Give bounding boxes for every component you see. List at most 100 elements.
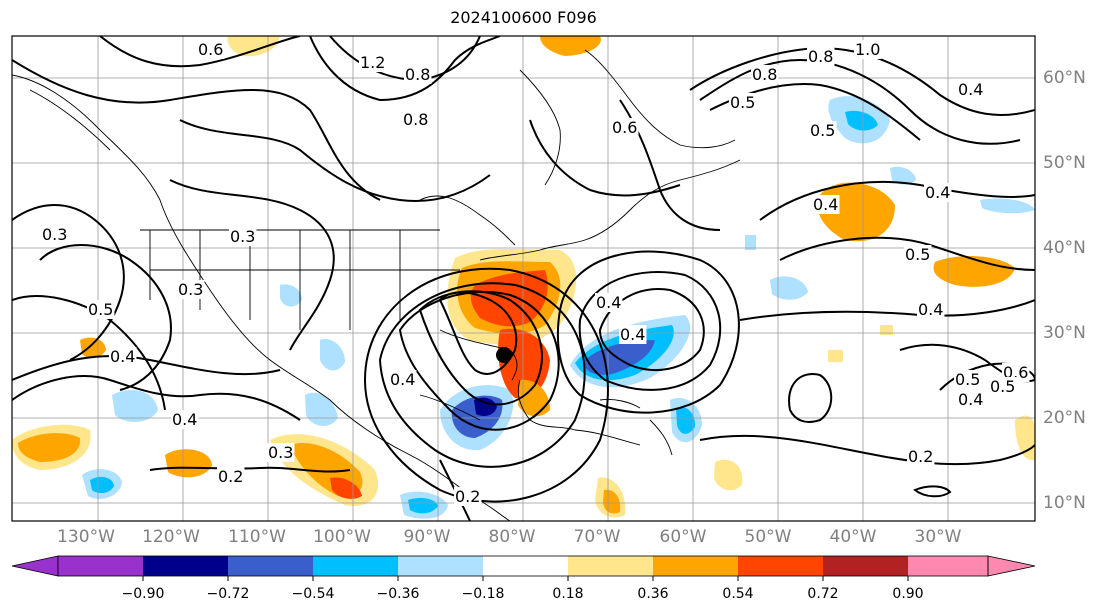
contour-label-halo [171,410,199,429]
lon-label: 100°W [313,527,371,547]
contour-label-halo [595,293,623,312]
contour-label-halo [177,280,205,299]
negative-anomaly-region [745,235,756,250]
contour-label: 0.4 [958,390,983,409]
colorbar-segment [738,556,823,576]
contour-label: 0.4 [620,325,645,344]
contour-label: 0.5 [730,93,755,112]
colorbar-segment [313,556,398,576]
contour-label-halo [402,110,430,129]
contour-label-halo [267,443,295,462]
lon-label: 110°W [228,527,286,547]
colorbar-segment [143,556,228,576]
contour-label: 0.5 [990,377,1015,396]
colorbar-tick-label: 0.90 [892,586,924,602]
contour-label: 0.6 [612,118,637,137]
contour-label-halo [989,377,1017,396]
negative-anomaly-region [583,340,655,375]
contour-label: 1.0 [855,40,880,59]
lat-label: 20°N [1043,408,1086,428]
positive-anomaly-region [518,379,550,417]
contour-label: 0.5 [955,370,980,389]
colorbar-segment [228,556,313,576]
colorbar-segment [568,556,653,576]
contour-label-halo [917,300,945,319]
contour-label: 1.2 [360,53,385,72]
lat-label: 30°N [1043,323,1086,343]
positive-anomaly-region [330,477,362,499]
negative-anomaly-region [320,339,345,371]
contour-label-halo [197,40,225,59]
contour-label-halo [751,65,779,84]
contour-label: 0.5 [905,245,930,264]
contour-label-halo [957,390,985,409]
colorbar-tick-label: −0.54 [291,586,335,602]
lon-label: 120°W [142,527,200,547]
colorbar-segment [398,556,483,576]
negative-anomaly-region [890,166,916,185]
negative-anomaly-region [676,407,696,434]
positive-anomaly-region [80,337,106,359]
negative-anomaly-region [770,276,808,300]
contour-label-group: 0.6 1.2 0.8 0.8 0.6 0.8 0.8 1.0 0.5 0.5 … [41,40,1030,506]
coastlines [12,49,741,521]
contour-label-halo [854,40,882,59]
contour-label: 0.2 [218,467,243,486]
contour-label-halo [957,80,985,99]
contour-label: 0.5 [810,121,835,140]
contour-label-halo [729,93,757,112]
contour-label: 0.3 [230,227,255,246]
positive-anomaly-region [933,256,1015,287]
lat-label: 10°N [1043,493,1086,513]
lon-label: 40°W [829,527,877,547]
lon-label: 90°W [403,527,451,547]
map-frame [11,35,1036,522]
colorbar-segment [823,556,908,576]
negative-anomaly-region [112,390,158,422]
contour-label: 0.4 [958,80,983,99]
contour-label-halo [907,447,935,466]
lat-label: 50°N [1043,153,1086,173]
positive-anomaly-region [603,489,621,514]
contour-label-halo [924,183,952,202]
contour-label: 0.4 [813,195,838,214]
colorbar-segment [483,556,568,576]
colorbar-tick-label: −0.72 [206,586,250,602]
contour-label: 0.3 [178,280,203,299]
contour-label-halo [954,370,982,389]
colorbar-tick-label: 0.54 [722,586,754,602]
colorbar-segment [58,556,143,576]
colorbar-extend-low [11,555,59,577]
positive-anomaly-region [165,449,212,478]
contour-label: 0.4 [596,293,621,312]
lat-label: 40°N [1043,238,1086,258]
contour-label-halo [454,487,482,506]
contour-label-halo [359,53,387,72]
negative-anomaly-region [408,498,438,514]
colorbar-segment [653,556,738,576]
contour-label-halo [611,118,639,137]
negative-anomaly-region [90,476,114,494]
contour-label-halo [109,347,137,366]
contour-label: 0.4 [918,300,943,319]
contour-label-halo [812,195,840,214]
colorbar [11,555,1036,581]
lon-label: 60°W [659,527,707,547]
contour-label: 0.6 [198,40,223,59]
negative-anomaly-region [980,198,1035,214]
positive-anomaly-region [18,433,81,462]
colorbar-segment [908,556,988,576]
contour-label-halo [904,245,932,264]
contour-label: 0.4 [110,347,135,366]
colorbar-tick-label: −0.90 [121,586,165,602]
contour-label-halo [217,467,245,486]
colorbar-outline [57,555,989,577]
contour-label-halo [389,370,417,389]
colorbar-extend-high [987,555,1036,577]
negative-anomaly-region [280,284,302,307]
colorbar-tick-label: −0.18 [461,586,505,602]
contour-label: 0.3 [42,225,67,244]
colorbar-tick-label: 0.72 [807,586,839,602]
contour-label-halo [404,65,432,84]
contour-label: 0.8 [403,110,428,129]
